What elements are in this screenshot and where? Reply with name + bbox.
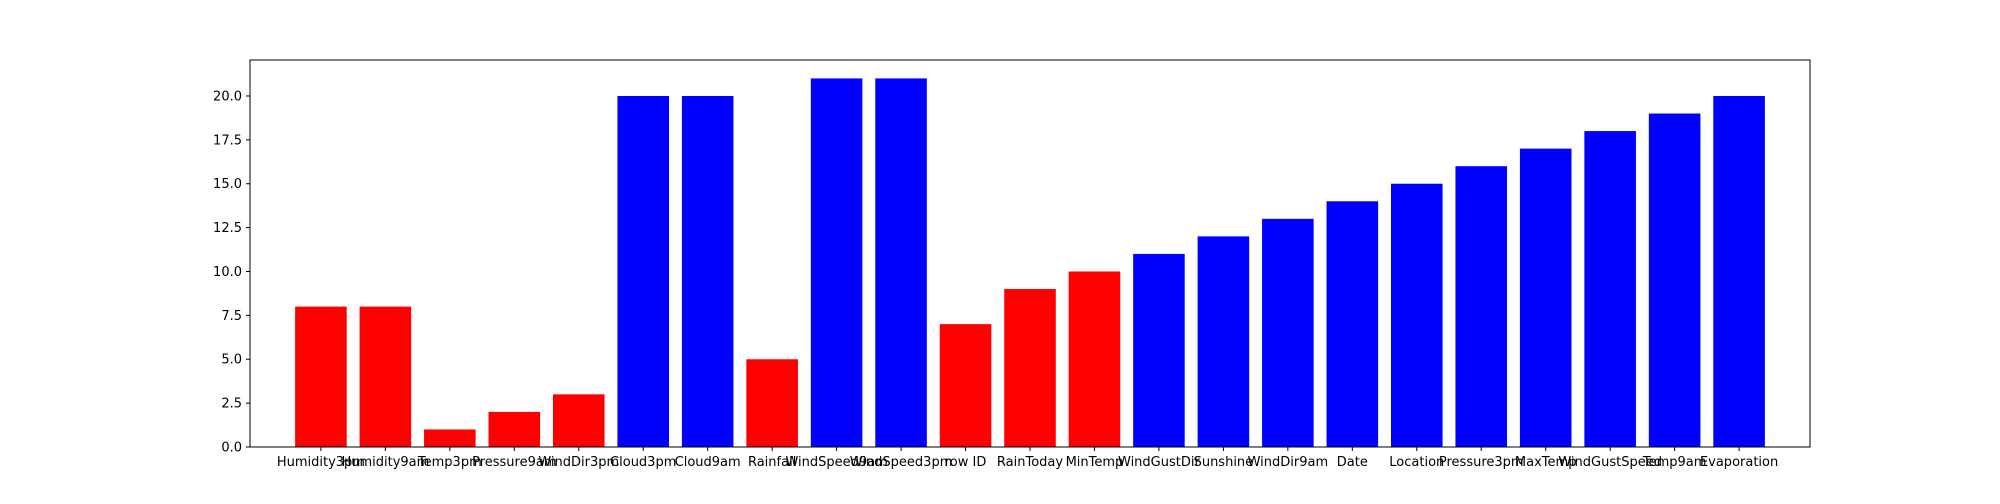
- bar-maxtemp: [1519, 148, 1572, 447]
- bar-cloud3pm: [617, 95, 670, 448]
- bar-raintoday: [1004, 289, 1056, 447]
- bar-windgustspeed: [1584, 131, 1636, 447]
- x-tick-label: RainToday: [997, 455, 1063, 470]
- x-tick-label: WindGustSpeed: [1558, 455, 1662, 470]
- y-axis: 0.0 2.5 5.0 7.5 10.0 12.5 15.0 17.5 20.0: [213, 89, 250, 456]
- x-axis: Humidity3pmHumidity9amTemp3pmPressure9am…: [277, 447, 1778, 470]
- y-tick-label: 10.0: [213, 265, 242, 280]
- bar-cloud9am: [681, 95, 734, 448]
- x-tick-label: MaxTemp: [1515, 455, 1577, 470]
- x-tick-label: WindDir3pm: [538, 455, 619, 470]
- y-tick-label: 17.5: [213, 133, 242, 148]
- x-tick-label: Cloud9am: [675, 455, 741, 470]
- x-tick-label: row ID: [945, 455, 987, 470]
- bar-mintemp: [1068, 271, 1121, 447]
- x-tick-label: Humidity9am: [341, 455, 429, 470]
- x-tick-label: WindSpeed3pm: [850, 455, 953, 470]
- x-tick-label: Evaporation: [1700, 455, 1778, 470]
- x-tick-label: Rainfall: [748, 455, 796, 470]
- x-tick-label: WindSpeed9am: [785, 455, 887, 470]
- bar-humidity3pm: [295, 306, 347, 447]
- x-tick-label: Humidity3pm: [277, 455, 365, 470]
- x-tick-label: Temp3pm: [417, 455, 482, 470]
- bar-date: [1326, 201, 1379, 447]
- x-tick-label: WindGustDir: [1118, 455, 1200, 470]
- x-tick-label: Temp9am: [1642, 455, 1707, 470]
- bars-layer: [295, 78, 1765, 448]
- bar-winddir9am: [1262, 218, 1314, 447]
- bar-evaporation: [1713, 95, 1765, 448]
- y-tick-label: 2.5: [221, 397, 242, 412]
- x-tick-label: Cloud3pm: [610, 455, 676, 470]
- bar-rainfall: [746, 359, 798, 447]
- y-tick-label: 0.0: [221, 441, 242, 456]
- x-tick-label: Pressure9am: [472, 455, 556, 470]
- y-tick-label: 20.0: [213, 89, 242, 104]
- bar-pressure9am: [488, 411, 541, 447]
- y-tick-label: 15.0: [213, 177, 242, 192]
- x-tick-label: WindDir9am: [1248, 455, 1329, 470]
- y-tick-label: 7.5: [221, 309, 242, 324]
- y-tick-label: 5.0: [221, 353, 242, 368]
- bar-sunshine: [1197, 236, 1250, 447]
- bar-windspeed3pm: [875, 78, 927, 447]
- bar-temp9am: [1648, 113, 1701, 447]
- bar-row-id: [939, 324, 992, 447]
- bar-windspeed9am: [810, 78, 863, 447]
- y-tick-label: 12.5: [213, 221, 242, 236]
- x-tick-label: Location: [1389, 455, 1444, 470]
- bar-pressure3pm: [1455, 166, 1508, 448]
- x-tick-label: MinTemp: [1066, 455, 1124, 470]
- x-tick-label: Date: [1337, 455, 1368, 470]
- bar-winddir3pm: [552, 394, 605, 447]
- bar-humidity9am: [359, 306, 412, 447]
- plot-frame: [249, 59, 1811, 448]
- x-tick-label: Sunshine: [1194, 455, 1254, 470]
- x-tick-label: Pressure3pm: [1439, 455, 1524, 470]
- bar-windgustdir: [1133, 253, 1185, 447]
- bar-temp3pm: [424, 429, 476, 447]
- bar-location: [1390, 183, 1443, 448]
